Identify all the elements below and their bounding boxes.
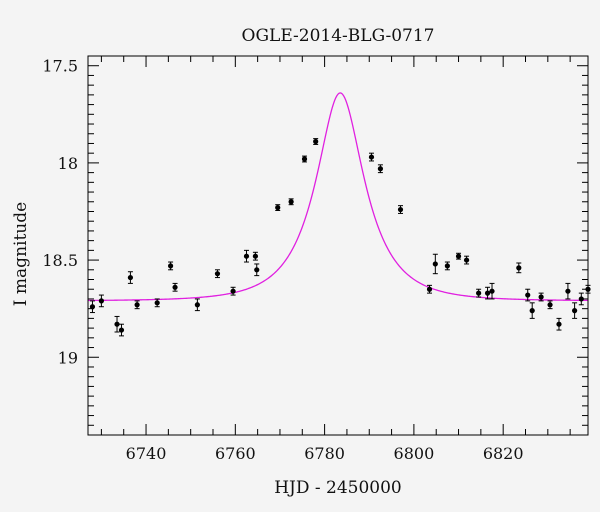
data-point-marker <box>489 288 495 294</box>
data-point-marker <box>89 304 96 310</box>
data-point <box>172 282 178 292</box>
chart-title: OGLE-2014-BLG-0717 <box>242 26 435 46</box>
data-point <box>476 288 482 298</box>
data-point <box>547 300 553 310</box>
data-point <box>154 298 160 308</box>
data-point <box>167 261 174 271</box>
data-point-marker <box>214 271 221 277</box>
data-point <box>127 271 134 284</box>
data-point <box>89 300 96 314</box>
data-point <box>516 262 522 274</box>
data-point-marker <box>538 294 544 300</box>
tick-labels: 6740 6760 6780 6800 6820 17.5 18 18.5 19 <box>42 57 523 463</box>
data-point <box>252 251 259 261</box>
data-point-marker <box>288 199 294 205</box>
data-points <box>89 138 591 337</box>
data-point <box>98 294 104 308</box>
data-point-marker <box>254 267 260 273</box>
data-point <box>377 164 384 174</box>
data-point <box>529 302 535 319</box>
data-point <box>194 298 200 312</box>
data-point-marker <box>252 253 259 259</box>
data-point <box>484 286 491 300</box>
data-point-marker <box>463 257 470 263</box>
data-point-marker <box>556 321 562 327</box>
data-point-marker <box>230 288 236 294</box>
data-point <box>214 269 221 279</box>
data-point <box>572 302 578 319</box>
x-tick-label: 6760 <box>215 444 256 463</box>
data-point-marker <box>455 253 462 259</box>
x-tick-label: 6800 <box>394 444 435 463</box>
data-point-marker <box>154 300 160 306</box>
data-point-marker <box>368 154 375 160</box>
y-tick-label: 17.5 <box>42 57 78 76</box>
data-point <box>444 261 450 271</box>
data-point <box>301 155 308 163</box>
data-point <box>565 282 571 300</box>
data-point-marker <box>426 286 433 292</box>
data-point-marker <box>194 302 200 308</box>
data-point-marker <box>397 206 404 213</box>
data-point-marker <box>134 302 140 308</box>
data-point-marker <box>432 261 438 267</box>
data-point <box>432 253 438 275</box>
data-point <box>368 152 375 162</box>
data-point <box>288 198 294 206</box>
data-point-marker <box>172 284 178 290</box>
x-tick-label: 6780 <box>304 444 345 463</box>
data-point <box>538 292 544 302</box>
data-point-marker <box>377 166 384 172</box>
x-tick-label: 6820 <box>483 444 524 463</box>
data-point <box>275 204 281 212</box>
data-point <box>118 323 125 337</box>
data-point-marker <box>529 308 535 314</box>
data-point <box>230 286 236 296</box>
data-point-marker <box>114 321 120 327</box>
data-point-marker <box>167 263 174 269</box>
y-axis-label: I magnitude <box>11 202 31 306</box>
data-point-marker <box>565 288 571 294</box>
data-point-marker <box>118 327 125 333</box>
data-point-marker <box>476 290 482 296</box>
data-point <box>489 282 495 300</box>
data-point-marker <box>578 296 584 302</box>
axis-ticks <box>88 56 588 436</box>
x-axis-label: HJD - 2450000 <box>274 478 402 498</box>
data-point-marker <box>525 292 531 298</box>
data-point <box>556 317 562 331</box>
y-tick-label: 19 <box>58 348 78 367</box>
data-point-marker <box>243 253 250 259</box>
x-tick-label: 6740 <box>126 444 167 463</box>
plot-frame <box>87 55 589 436</box>
data-point <box>578 292 584 306</box>
data-point-marker <box>275 205 281 211</box>
data-point <box>313 138 319 145</box>
data-point-marker <box>484 290 491 296</box>
data-point-marker <box>572 308 578 314</box>
data-point-marker <box>547 302 553 308</box>
data-point <box>114 315 120 333</box>
data-point <box>134 300 140 310</box>
model-fit-curve <box>87 92 588 302</box>
data-point-marker <box>127 274 134 281</box>
data-point <box>243 249 250 263</box>
data-point-marker <box>516 265 522 271</box>
data-point <box>455 252 462 260</box>
data-point-marker <box>444 263 450 269</box>
y-tick-label: 18 <box>58 154 78 173</box>
data-point <box>397 205 404 214</box>
data-point <box>463 255 470 265</box>
data-point-marker <box>301 156 308 162</box>
data-point <box>254 263 260 277</box>
data-point <box>426 284 433 294</box>
data-point-marker <box>98 298 104 304</box>
data-point-marker <box>313 138 319 145</box>
y-tick-label: 18.5 <box>42 251 78 270</box>
data-point <box>525 288 531 302</box>
